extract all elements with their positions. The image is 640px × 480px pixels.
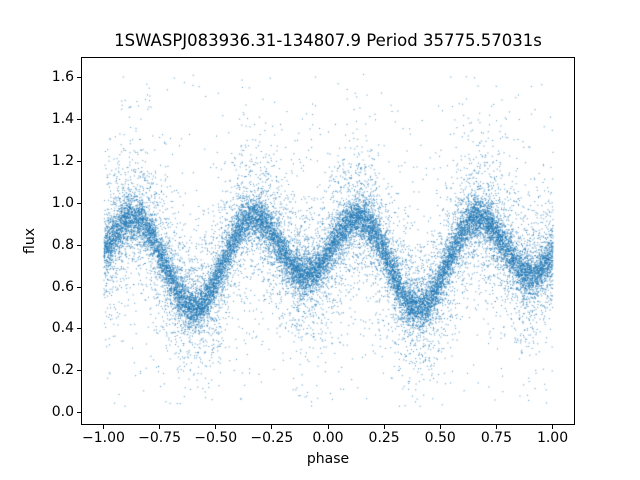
x-tick-label: −0.50 xyxy=(194,430,238,446)
x-tick-label: 1.00 xyxy=(536,430,569,446)
x-tick-mark xyxy=(215,425,217,429)
x-tick-mark xyxy=(327,425,329,429)
y-tick-label: 0.6 xyxy=(51,278,74,295)
y-tick-label: 0.2 xyxy=(51,362,74,379)
chart-title: 1SWASPJ083936.31-134807.9 Period 35775.5… xyxy=(114,31,542,50)
x-tick-label: −0.75 xyxy=(138,430,182,446)
y-tick-mark xyxy=(77,286,81,288)
y-tick-label: 0.4 xyxy=(51,320,74,337)
y-tick-label: 1.4 xyxy=(51,111,74,128)
y-tick-mark xyxy=(77,77,81,79)
y-tick-mark xyxy=(77,370,81,372)
plot-area xyxy=(81,57,575,425)
y-tick-label: 1.0 xyxy=(51,194,74,211)
x-tick-label: −1.00 xyxy=(82,430,125,446)
x-tick-mark xyxy=(439,425,441,429)
x-tick-label: 0.25 xyxy=(368,430,400,446)
y-tick-mark xyxy=(77,411,81,413)
y-tick-label: 1.2 xyxy=(51,153,74,170)
y-tick-label: 0.8 xyxy=(51,236,74,253)
x-tick-label: −0.25 xyxy=(250,430,294,446)
x-axis-label: phase xyxy=(306,451,350,467)
x-tick-mark xyxy=(271,425,273,429)
y-tick-label: 0.0 xyxy=(51,403,74,420)
x-tick-label: 0.50 xyxy=(424,430,456,446)
y-tick-mark xyxy=(77,202,81,204)
y-tick-mark xyxy=(77,119,81,121)
x-tick-label: 0.75 xyxy=(480,430,512,446)
x-tick-mark xyxy=(102,425,104,429)
y-tick-mark xyxy=(77,244,81,246)
x-tick-label: 0.00 xyxy=(312,430,344,446)
y-tick-mark xyxy=(77,328,81,330)
x-tick-mark xyxy=(552,425,554,429)
y-tick-label: 1.6 xyxy=(51,69,74,86)
y-tick-mark xyxy=(77,161,81,163)
x-tick-mark xyxy=(495,425,497,429)
x-tick-mark xyxy=(383,425,385,429)
x-tick-mark xyxy=(159,425,161,429)
